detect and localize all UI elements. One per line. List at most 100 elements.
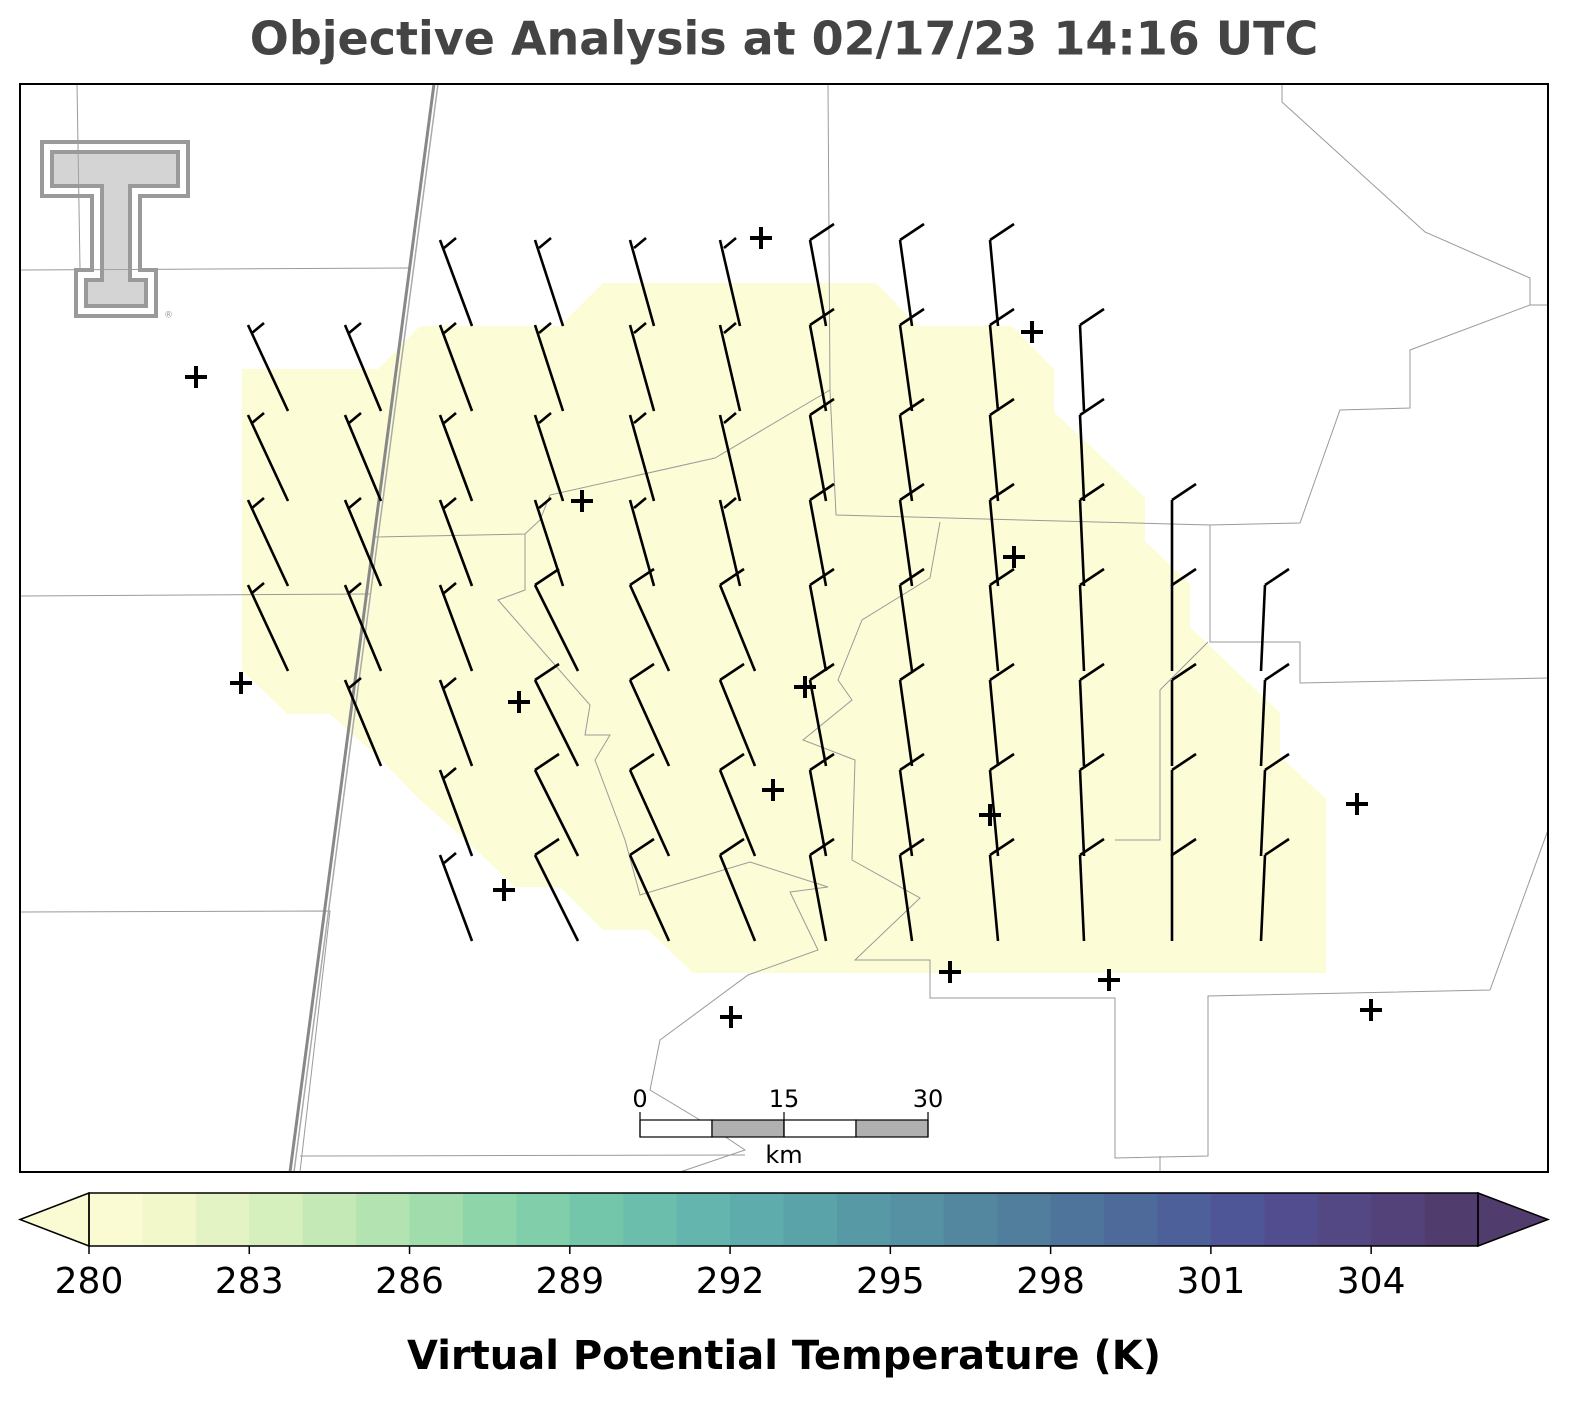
colorbar-bin: [1050, 1193, 1105, 1246]
barb-flag: [899, 752, 925, 772]
barb-flag: [723, 412, 737, 424]
colorbar-bin: [462, 1193, 517, 1246]
barb-flag: [629, 567, 655, 587]
colorbar-extend-high: [1477, 1191, 1551, 1248]
barb-staff: [246, 584, 290, 672]
colorbar-bin: [890, 1193, 945, 1246]
barb-flag: [899, 837, 925, 857]
barb-flag: [719, 752, 745, 772]
barb-staff: [1259, 854, 1267, 942]
barb-flag: [899, 567, 925, 587]
barb-flag: [1079, 482, 1105, 502]
barb-staff: [1078, 584, 1086, 672]
barb-flag: [719, 567, 745, 587]
barb-flag: [443, 767, 457, 779]
barb-staff: [1078, 414, 1086, 502]
colorbar: 280 283 286 289 292 295 298 301 304: [17, 1191, 1551, 1302]
barb-flag: [809, 307, 835, 327]
colorbar-bin: [195, 1193, 250, 1246]
barb-flag: [538, 412, 552, 424]
barb-staff: [988, 854, 1000, 942]
barb-flag: [443, 852, 457, 864]
barb-flag: [989, 482, 1015, 502]
colorbar-tick-label: 298: [1016, 1261, 1085, 1302]
colorbar-tick-label: 292: [696, 1261, 765, 1302]
barb-flag: [989, 662, 1015, 682]
barb-flag: [1171, 662, 1197, 682]
colorbar-tick-label: 280: [55, 1261, 124, 1302]
barb-flag: [719, 662, 745, 682]
barb-staff: [438, 584, 474, 672]
barb-staff: [718, 324, 742, 412]
barb-flag: [723, 322, 737, 334]
barb-flag: [534, 662, 560, 682]
barb-staff: [808, 584, 828, 672]
barb-staff: [988, 679, 1000, 767]
barb-flag: [899, 397, 925, 417]
colorbar-tick-label: 283: [215, 1261, 284, 1302]
barb-staff: [898, 239, 914, 327]
scale-segment: [639, 1119, 713, 1138]
colorbar-bin: [1210, 1193, 1265, 1246]
barb-staff: [898, 769, 914, 857]
barb-flag: [723, 237, 737, 249]
barb-flag: [809, 662, 835, 682]
stations: [185, 227, 1382, 1028]
colorbar-bin: [356, 1193, 411, 1246]
barb-flag: [989, 397, 1015, 417]
barb-staff: [438, 854, 474, 942]
barb-staff: [988, 324, 1000, 412]
barb-flag: [251, 497, 265, 509]
barb-staff: [1078, 679, 1086, 767]
barb-staff: [898, 584, 914, 672]
barb-flag: [719, 837, 745, 857]
county-lines: [19, 83, 1549, 1173]
barb-flag: [534, 567, 560, 587]
barb-staff: [343, 499, 383, 587]
barb-staff: [808, 769, 828, 857]
barb-staff: [533, 679, 580, 767]
barb-staff: [988, 584, 1000, 672]
barb-staff: [898, 679, 914, 767]
barb-flag: [1264, 662, 1290, 682]
barb-flag: [1079, 397, 1105, 417]
barb-flag: [534, 837, 560, 857]
barb-staff: [808, 854, 828, 942]
barb-staff: [1078, 854, 1086, 942]
barb-staff: [1078, 324, 1086, 412]
barb-staff: [718, 584, 757, 672]
colorbar-bin: [943, 1193, 998, 1246]
colorbar-bin: [997, 1193, 1052, 1246]
barb-staff: [808, 324, 828, 412]
barb-staff: [533, 499, 565, 587]
barb-staff: [1259, 584, 1267, 672]
barb-staff: [628, 324, 656, 412]
barb-flag: [633, 322, 647, 334]
barb-staff: [438, 324, 474, 412]
colorbar-tick-label: 289: [535, 1261, 604, 1302]
barb-staff: [533, 324, 565, 412]
colorbar-tick-label: 286: [375, 1261, 444, 1302]
barb-flag: [1171, 567, 1197, 587]
barb-flag: [809, 837, 835, 857]
barb-flag: [629, 837, 655, 857]
barb-staff: [246, 414, 290, 502]
barb-flag: [809, 222, 835, 242]
scale-segment: [855, 1119, 929, 1138]
scale-segment: [783, 1119, 857, 1138]
barb-flag: [443, 677, 457, 689]
barb-flag: [1079, 567, 1105, 587]
barb-flag: [1264, 752, 1290, 772]
scale-unit: km: [765, 1141, 802, 1169]
barb-staff: [1078, 769, 1086, 857]
barb-staff: [718, 769, 757, 857]
barb-staff: [438, 414, 474, 502]
barb-flag: [1079, 307, 1105, 327]
barb-flag: [1079, 752, 1105, 772]
barb-staff: [898, 499, 914, 587]
barb-flag: [899, 662, 925, 682]
barb-staff: [628, 584, 671, 672]
colorbar-bin: [730, 1193, 785, 1246]
